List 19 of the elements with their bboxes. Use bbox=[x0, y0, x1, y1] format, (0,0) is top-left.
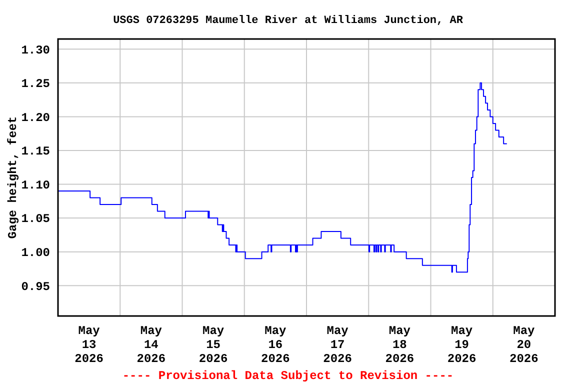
y-tick-label: 1.05 bbox=[21, 212, 50, 226]
x-tick-label: May 16 2026 bbox=[261, 324, 290, 366]
y-tick-label: 1.15 bbox=[21, 144, 50, 159]
x-tick-label: May 17 2026 bbox=[323, 324, 352, 366]
chart-title: USGS 07263295 Maumelle River at Williams Junction, AR bbox=[113, 15, 464, 27]
x-tick-label: May 13 2026 bbox=[74, 324, 104, 366]
y-axis-title: Gage height, feet bbox=[6, 116, 20, 239]
y-tick-label: 1.25 bbox=[21, 77, 50, 92]
x-tick-label: May 14 2026 bbox=[136, 324, 166, 366]
x-tick-label: May 15 2026 bbox=[198, 324, 228, 366]
x-tick-label: May 18 2026 bbox=[385, 324, 414, 366]
y-tick-label: 0.95 bbox=[21, 280, 50, 294]
y-tick-label: 1.10 bbox=[21, 178, 50, 192]
y-tick-label: 1.30 bbox=[21, 43, 50, 58]
text: ---- Provisional Data Subject to Revision ---- bbox=[122, 369, 454, 383]
x-tick-label: May 20 2026 bbox=[510, 324, 538, 366]
y-tick-label: 1.00 bbox=[21, 246, 50, 260]
y-tick-label: 1.20 bbox=[21, 110, 50, 125]
x-tick-label: May 19 2026 bbox=[447, 324, 476, 366]
